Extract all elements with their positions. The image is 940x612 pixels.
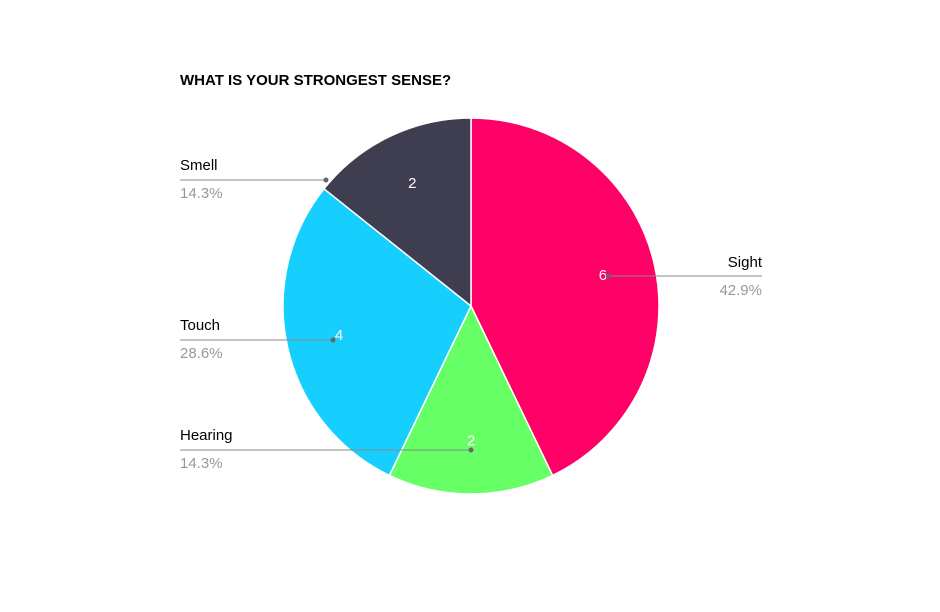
legend-label: Sight (728, 254, 763, 271)
percent-label: 14.3% (180, 455, 223, 472)
slice-value-label: 2 (408, 175, 416, 192)
slice-value-label: 2 (467, 432, 475, 449)
percent-label: 28.6% (180, 345, 223, 362)
pie-slice (322, 117, 472, 308)
slice-value-label: 4 (335, 327, 343, 344)
slice-value-label: 6 (599, 267, 607, 284)
leader-dot (605, 273, 611, 279)
pie-slice (282, 187, 472, 477)
legend-label: Smell (180, 157, 218, 174)
leader-dot (468, 447, 474, 453)
percent-label: 42.9% (719, 282, 762, 299)
legend-label: Touch (180, 317, 220, 334)
leader-dot (323, 177, 329, 183)
leader-dot (330, 337, 336, 343)
chart-title: WHAT IS YOUR STRONGEST SENSE? (180, 72, 451, 89)
pie-slice (388, 304, 554, 495)
pie-slice (470, 117, 660, 477)
legend-label: Hearing (180, 427, 233, 444)
percent-label: 14.3% (180, 185, 223, 202)
